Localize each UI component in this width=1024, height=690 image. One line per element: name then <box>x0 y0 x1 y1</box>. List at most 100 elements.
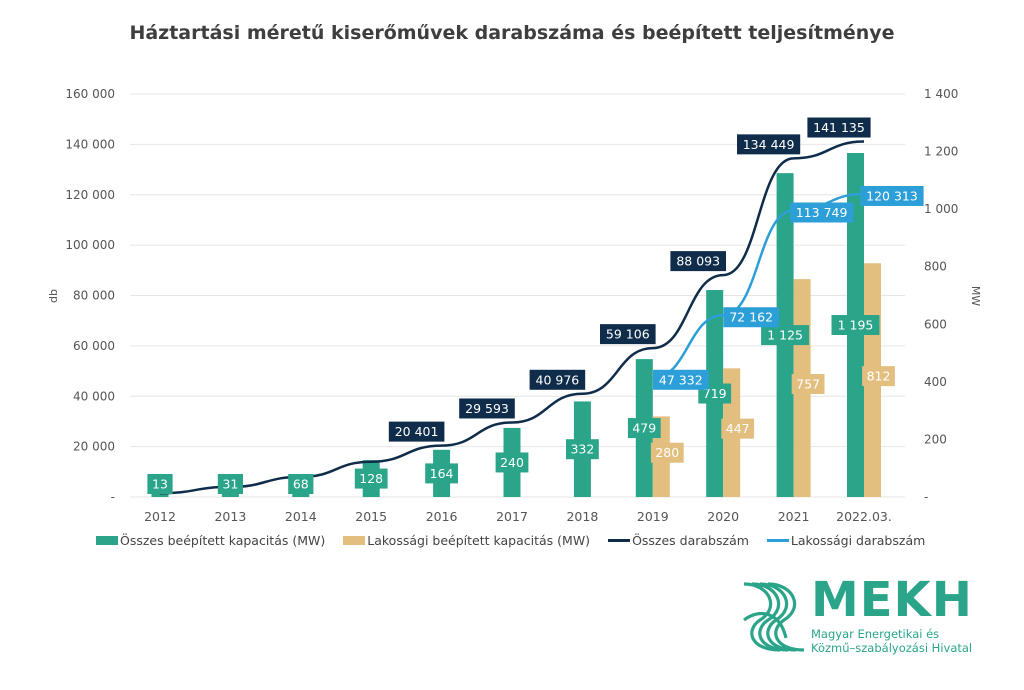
legend-label: Összes darabszám <box>632 533 749 548</box>
y-left-tick-label: 120 000 <box>65 188 115 202</box>
data-label-residential-count: 113 749 <box>790 202 854 223</box>
y-right-tick-label: 800 <box>924 260 947 274</box>
data-label-total-capacity-text: 479 <box>632 421 656 436</box>
data-label-total-capacity: 68 <box>288 474 314 494</box>
data-label-total-count-bg <box>459 398 515 419</box>
x-tick-label: 2015 <box>355 509 387 524</box>
x-tick-label: 2018 <box>566 509 598 524</box>
chart-title: Háztartási méretű kiserőművek darabszáma… <box>129 22 895 44</box>
y-right-tick-label: 1 200 <box>924 145 958 159</box>
logo-subtitle-line2: Közmű–szabályozási Hivatal <box>811 641 973 655</box>
data-label-total-count-bg <box>600 324 656 345</box>
data-label-residential-capacity: 447 <box>721 418 755 439</box>
legend-item-total-count[interactable]: Összes darabszám <box>608 533 749 548</box>
data-label-total-count-text: 20 401 <box>395 424 439 439</box>
data-label-total-count-bg <box>807 117 871 138</box>
data-label-total-count-text: 141 135 <box>813 120 865 135</box>
x-tick-label: 2022.03. <box>836 509 892 524</box>
data-label-total-count-bg <box>529 369 586 390</box>
data-label-residential-count-text: 113 749 <box>796 205 848 220</box>
data-label-total-capacity-bg <box>288 474 314 494</box>
data-label-residential-count-bg <box>790 202 854 223</box>
data-label-total-capacity-text: 13 <box>152 477 168 492</box>
x-tick-label: 2017 <box>496 509 528 524</box>
x-tick-label: 2021 <box>778 509 810 524</box>
data-label-residential-count-bg <box>860 185 924 206</box>
data-label-total-capacity-text: 68 <box>293 477 309 492</box>
y-left-tick-label: 40 000 <box>73 389 115 403</box>
y-right-tick-label: 1 400 <box>924 87 958 101</box>
data-label-total-count-text: 59 106 <box>606 327 650 342</box>
data-label-total-capacity: 13 <box>147 474 173 494</box>
x-tick-label: 2016 <box>426 509 458 524</box>
x-tick-label: 2019 <box>637 509 669 524</box>
data-label-total-capacity-bg <box>831 315 880 336</box>
x-axis: 2012 2013 2014 2015 2016 2017 2018 2019 2020 2021… <box>144 509 892 524</box>
data-label-total-count: 40 976 <box>529 369 586 390</box>
data-label-total-capacity-text: 719 <box>703 386 727 401</box>
data-label-total-count: 20 401 <box>388 421 445 442</box>
y-left-tick-label: 80 000 <box>73 289 115 303</box>
x-tick-label: 2012 <box>144 509 176 524</box>
legend-swatch <box>766 539 789 542</box>
logo-subtitle-line1: Magyar Energetikai és <box>811 627 940 641</box>
legend-swatch <box>608 539 631 542</box>
legend-item-residential-count[interactable]: Lakossági darabszám <box>766 533 926 548</box>
data-label-residential-count-text: 72 162 <box>729 310 773 325</box>
data-label-total-capacity-text: 240 <box>500 455 524 470</box>
y-left-tick-label: - <box>111 490 115 504</box>
data-label-residential-capacity-text: 280 <box>655 445 679 460</box>
y-right-tick-label: 400 <box>924 375 947 389</box>
data-label-total-count: 141 135 <box>807 117 871 138</box>
data-label-total-count-text: 134 449 <box>743 137 795 152</box>
data-label-total-capacity-text: 1 125 <box>767 328 803 343</box>
y-left-tick-label: 100 000 <box>65 238 115 252</box>
y-left-tick-label: 60 000 <box>73 339 115 353</box>
data-label-total-count-text: 29 593 <box>465 401 509 416</box>
data-label-residential-count: 120 313 <box>860 185 924 206</box>
data-label-total-count-bg <box>388 421 445 442</box>
data-label-total-capacity-bg <box>627 418 661 439</box>
data-label-total-capacity: 128 <box>354 468 388 489</box>
legend: Összes beépített kapacitás (MW) Lakosság… <box>96 533 925 548</box>
data-label-residential-count-text: 120 313 <box>866 188 918 203</box>
data-label-total-count-bg <box>737 134 801 155</box>
data-label-total-capacity-bg <box>425 463 458 484</box>
x-tick-label: 2020 <box>707 509 739 524</box>
mekh-logo-icon <box>743 582 805 652</box>
y-right-tick-label: 600 <box>924 317 947 331</box>
legend-swatch <box>343 536 366 545</box>
data-label-total-count: 88 093 <box>670 251 726 272</box>
data-label-residential-capacity-text: 757 <box>796 377 820 392</box>
y-right-tick-label: - <box>924 490 928 504</box>
y-right-tick-label: 200 <box>924 432 947 446</box>
data-label-total-capacity-text: 1 195 <box>838 318 874 333</box>
legend-item-total-capacity[interactable]: Összes beépített kapacitás (MW) <box>96 533 325 548</box>
data-label-total-count: 29 593 <box>459 398 515 419</box>
data-label-total-capacity-bg <box>495 452 529 473</box>
legend-label: Összes beépített kapacitás (MW) <box>120 533 326 548</box>
logo-wordmark: MEKH <box>811 572 973 628</box>
data-label-residential-count-text: 47 332 <box>659 372 703 387</box>
data-label-total-count: 134 449 <box>737 134 801 155</box>
bar-total-capacity <box>151 493 169 497</box>
y-left-tick-label: 140 000 <box>65 137 115 151</box>
data-label-total-capacity-bg <box>217 474 243 494</box>
data-label-residential-capacity: 757 <box>791 374 825 395</box>
legend-item-residential-capacity[interactable]: Lakossági beépített kapacitás (MW) <box>343 533 590 548</box>
legend-label: Lakossági darabszám <box>790 533 926 548</box>
data-label-total-capacity-text: 128 <box>359 471 383 486</box>
data-label-residential-count-bg <box>653 369 709 390</box>
data-label-residential-count: 72 162 <box>723 307 779 328</box>
data-label-residential-capacity-bg <box>650 442 684 463</box>
data-label-total-count: 59 106 <box>600 324 656 345</box>
data-label-residential-capacity-bg <box>721 418 755 439</box>
y-left-axis-label: db <box>47 289 60 303</box>
data-label-residential-capacity-text: 447 <box>726 421 750 436</box>
data-label-residential-capacity: 280 <box>650 442 684 463</box>
data-label-total-count-text: 40 976 <box>536 372 580 387</box>
y-right-axis-label: MW <box>969 286 982 306</box>
data-labels: 13 31 68 128 164 240 332 479 719 1 125 1 195 280 447… <box>147 117 924 494</box>
x-tick-label: 2014 <box>285 509 317 524</box>
